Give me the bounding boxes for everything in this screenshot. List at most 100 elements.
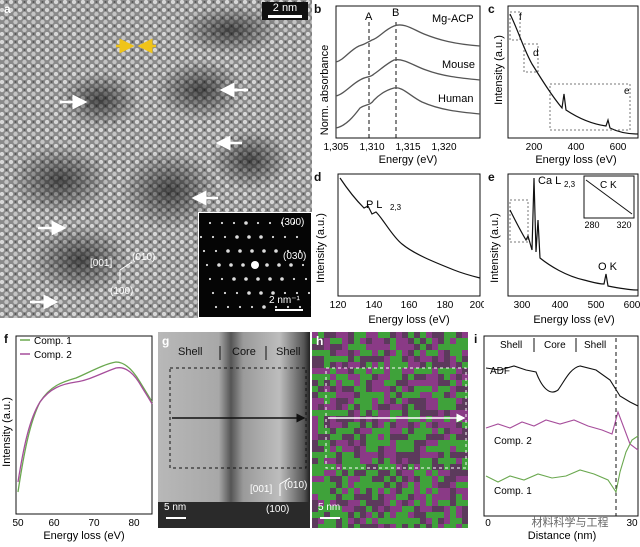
map-pixel bbox=[378, 368, 384, 374]
map-pixel bbox=[408, 350, 414, 356]
map-pixel bbox=[390, 524, 396, 528]
map-pixel bbox=[420, 482, 426, 488]
map-pixel bbox=[408, 398, 414, 404]
map-pixel bbox=[330, 392, 336, 398]
map-pixel bbox=[378, 350, 384, 356]
fft-spot bbox=[296, 292, 298, 294]
map-pixel bbox=[342, 512, 348, 518]
map-pixel bbox=[378, 488, 384, 494]
map-pixel bbox=[396, 350, 402, 356]
map-pixel bbox=[324, 470, 330, 476]
map-pixel bbox=[372, 500, 378, 506]
map-pixel bbox=[408, 404, 414, 410]
map-pixel bbox=[330, 476, 336, 482]
map-pixel bbox=[420, 392, 426, 398]
map-pixel bbox=[324, 344, 330, 350]
map-pixel bbox=[354, 332, 360, 338]
map-pixel bbox=[318, 392, 324, 398]
map-pixel bbox=[384, 464, 390, 470]
map-pixel bbox=[462, 350, 468, 356]
map-pixel bbox=[384, 482, 390, 488]
map-pixel bbox=[330, 524, 336, 528]
map-pixel bbox=[360, 374, 366, 380]
map-pixel bbox=[354, 392, 360, 398]
map-pixel bbox=[336, 470, 342, 476]
e-ok: O K bbox=[598, 261, 618, 273]
map-pixel bbox=[408, 446, 414, 452]
fft-spot bbox=[203, 250, 205, 252]
map-pixel bbox=[318, 386, 324, 392]
map-pixel bbox=[420, 362, 426, 368]
map-pixel bbox=[342, 464, 348, 470]
map-pixel bbox=[420, 338, 426, 344]
map-pixel bbox=[402, 434, 408, 440]
map-pixel bbox=[366, 446, 372, 452]
i-trace-comp2: Comp. 2 bbox=[494, 436, 532, 447]
map-pixel bbox=[342, 518, 348, 524]
map-pixel bbox=[342, 416, 348, 422]
fft-spot bbox=[302, 264, 304, 266]
map-pixel bbox=[462, 416, 468, 422]
map-pixel bbox=[360, 524, 366, 528]
map-pixel bbox=[402, 488, 408, 494]
map-pixel bbox=[372, 518, 378, 524]
map-pixel bbox=[414, 512, 420, 518]
c-tick-1: 400 bbox=[568, 142, 585, 153]
map-pixel bbox=[396, 488, 402, 494]
map-pixel bbox=[378, 506, 384, 512]
map-pixel bbox=[360, 338, 366, 344]
map-pixel bbox=[312, 440, 318, 446]
map-pixel bbox=[342, 368, 348, 374]
map-pixel bbox=[420, 470, 426, 476]
map-pixel bbox=[438, 368, 444, 374]
map-pixel bbox=[420, 332, 426, 338]
panel-b-chart: Norm. absorbance A B Mg-ACP Mouse Human … bbox=[314, 0, 484, 168]
f-tick-0: 50 bbox=[12, 518, 24, 529]
map-pixel bbox=[384, 416, 390, 422]
map-pixel bbox=[336, 416, 342, 422]
fft-spot bbox=[280, 277, 284, 281]
map-pixel bbox=[462, 488, 468, 494]
map-pixel bbox=[348, 344, 354, 350]
map-pixel bbox=[360, 368, 366, 374]
map-pixel bbox=[366, 482, 372, 488]
map-pixel bbox=[354, 512, 360, 518]
map-pixel bbox=[462, 440, 468, 446]
map-pixel bbox=[384, 356, 390, 362]
map-pixel bbox=[312, 488, 318, 494]
map-pixel bbox=[354, 362, 360, 368]
map-pixel bbox=[402, 374, 408, 380]
map-pixel bbox=[444, 338, 450, 344]
map-pixel bbox=[432, 506, 438, 512]
map-pixel bbox=[420, 350, 426, 356]
map-pixel bbox=[420, 524, 426, 528]
map-pixel bbox=[360, 386, 366, 392]
map-pixel bbox=[348, 464, 354, 470]
map-pixel bbox=[318, 476, 324, 482]
map-pixel bbox=[432, 356, 438, 362]
map-pixel bbox=[396, 344, 402, 350]
map-pixel bbox=[420, 344, 426, 350]
fft-spot bbox=[296, 236, 298, 238]
map-pixel bbox=[426, 368, 432, 374]
map-pixel bbox=[360, 428, 366, 434]
map-pixel bbox=[396, 470, 402, 476]
i-region-core: Core bbox=[544, 340, 566, 351]
f-legend-2: Comp. 2 bbox=[34, 350, 72, 361]
fft-spot bbox=[229, 263, 233, 267]
fft-spot bbox=[239, 306, 241, 308]
map-pixel bbox=[378, 434, 384, 440]
map-pixel bbox=[318, 440, 324, 446]
map-pixel bbox=[378, 470, 384, 476]
map-pixel bbox=[360, 332, 366, 338]
f-tick-2: 70 bbox=[88, 518, 100, 529]
map-pixel bbox=[348, 350, 354, 356]
map-pixel bbox=[318, 350, 324, 356]
e-ca: Ca L bbox=[538, 175, 561, 187]
map-pixel bbox=[462, 482, 468, 488]
map-pixel bbox=[462, 356, 468, 362]
map-pixel bbox=[330, 332, 336, 338]
map-pixel bbox=[456, 488, 462, 494]
map-pixel bbox=[438, 464, 444, 470]
map-pixel bbox=[372, 512, 378, 518]
